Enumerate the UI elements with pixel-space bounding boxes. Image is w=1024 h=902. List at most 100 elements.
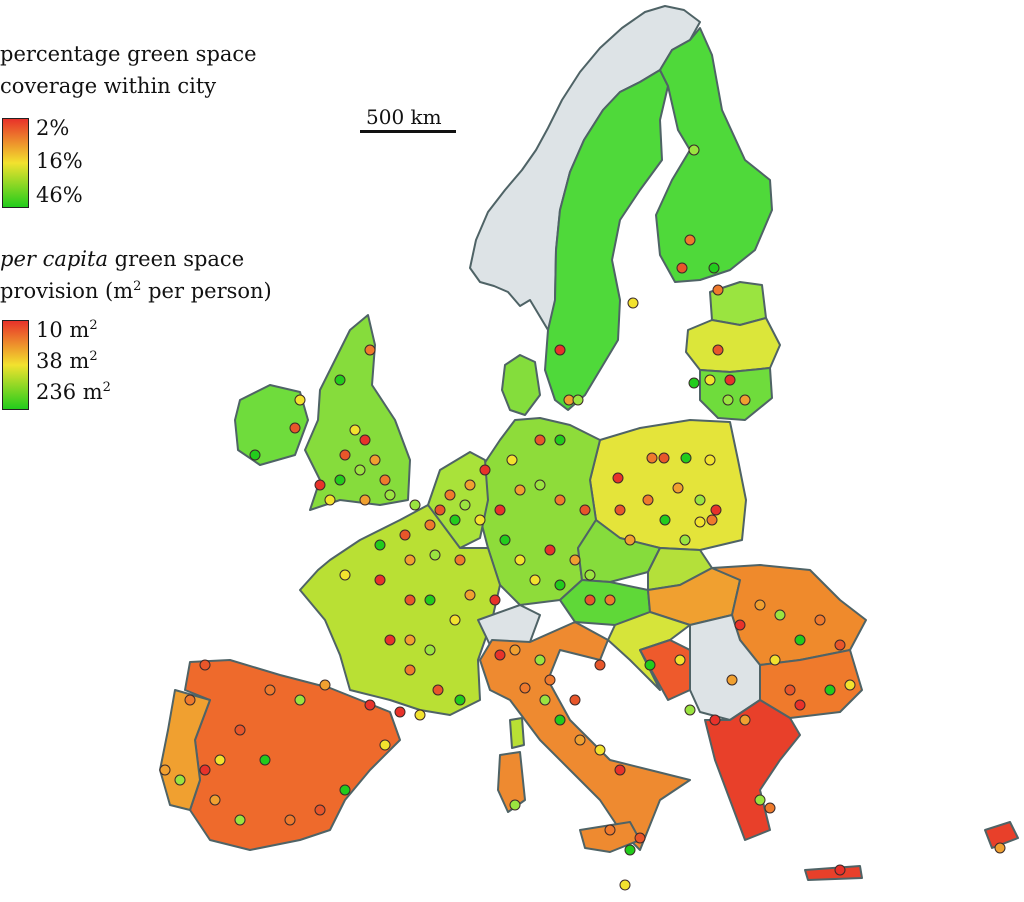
city-marker bbox=[454, 694, 466, 706]
city-marker bbox=[314, 479, 326, 491]
city-marker bbox=[489, 594, 501, 606]
city-marker bbox=[754, 599, 766, 611]
city-marker bbox=[784, 684, 796, 696]
city-marker bbox=[644, 659, 656, 671]
city-marker bbox=[554, 344, 566, 356]
city-marker bbox=[844, 679, 856, 691]
city-marker bbox=[294, 694, 306, 706]
city-marker bbox=[509, 799, 521, 811]
city-marker bbox=[429, 549, 441, 561]
city-marker bbox=[449, 614, 461, 626]
island-sicily bbox=[579, 821, 641, 853]
city-marker bbox=[572, 394, 584, 406]
city-marker bbox=[354, 464, 366, 476]
country-italy bbox=[479, 621, 691, 851]
city-marker bbox=[474, 514, 486, 526]
city-marker bbox=[579, 504, 591, 516]
legend-percapita-tick-high: 236 m2 bbox=[36, 380, 111, 404]
city-marker bbox=[688, 377, 700, 389]
city-marker bbox=[454, 554, 466, 566]
city-marker bbox=[684, 234, 696, 246]
island-corsica bbox=[509, 717, 525, 749]
city-marker bbox=[432, 684, 444, 696]
country-portugal bbox=[159, 689, 211, 811]
city-marker bbox=[684, 704, 696, 716]
city-marker bbox=[734, 619, 746, 631]
city-marker bbox=[722, 394, 734, 406]
island-cyprus bbox=[984, 821, 1019, 849]
city-marker bbox=[384, 634, 396, 646]
country-finland bbox=[655, 27, 773, 283]
city-marker bbox=[834, 864, 846, 876]
city-marker bbox=[794, 634, 806, 646]
city-marker bbox=[624, 844, 636, 856]
city-marker bbox=[424, 519, 436, 531]
city-marker bbox=[658, 452, 670, 464]
legend-coverage-tick-low: 2% bbox=[36, 116, 70, 140]
city-marker bbox=[414, 709, 426, 721]
city-marker bbox=[339, 449, 351, 461]
city-marker bbox=[409, 499, 421, 511]
city-marker bbox=[314, 804, 326, 816]
legend-percapita-tick-mid-sup: 2 bbox=[89, 349, 98, 364]
city-marker bbox=[584, 569, 596, 581]
city-marker bbox=[754, 794, 766, 806]
city-marker bbox=[619, 879, 631, 891]
city-marker bbox=[214, 754, 226, 766]
city-marker bbox=[604, 594, 616, 606]
city-marker bbox=[554, 434, 566, 446]
city-marker bbox=[676, 262, 688, 274]
city-marker bbox=[199, 764, 211, 776]
country-lithuania bbox=[699, 367, 773, 421]
city-marker bbox=[612, 472, 624, 484]
city-marker bbox=[399, 529, 411, 541]
city-marker bbox=[694, 516, 706, 528]
city-marker bbox=[634, 832, 646, 844]
city-marker bbox=[424, 644, 436, 656]
city-marker bbox=[994, 842, 1006, 854]
city-marker bbox=[506, 454, 518, 466]
country-greece bbox=[704, 699, 801, 841]
city-marker bbox=[159, 764, 171, 776]
city-markers bbox=[159, 144, 1006, 891]
city-marker bbox=[464, 589, 476, 601]
legend-percapita-tick-low: 10 m2 bbox=[36, 318, 98, 342]
legend-percapita-tick-high-num: 236 m bbox=[36, 380, 103, 404]
legend-coverage-colorbar bbox=[2, 118, 29, 208]
city-marker bbox=[704, 454, 716, 466]
city-marker bbox=[712, 344, 724, 356]
city-marker bbox=[594, 744, 606, 756]
city-marker bbox=[624, 534, 636, 546]
city-marker bbox=[379, 739, 391, 751]
city-marker bbox=[659, 514, 671, 526]
city-marker bbox=[339, 784, 351, 796]
city-marker bbox=[614, 504, 626, 516]
city-marker bbox=[774, 609, 786, 621]
city-marker bbox=[464, 479, 476, 491]
scale-bar bbox=[360, 130, 456, 133]
legend-percapita-title-line2: provision (m2 per person) bbox=[0, 275, 272, 307]
city-marker bbox=[614, 764, 626, 776]
city-marker bbox=[569, 554, 581, 566]
legend-percapita-title-post: per person) bbox=[141, 279, 272, 303]
country-latvia bbox=[685, 317, 781, 373]
legend-percapita-title-rest: green space bbox=[107, 247, 245, 271]
city-marker bbox=[646, 452, 658, 464]
city-marker bbox=[834, 639, 846, 651]
city-marker bbox=[424, 594, 436, 606]
city-marker bbox=[209, 794, 221, 806]
city-marker bbox=[529, 574, 541, 586]
city-marker bbox=[544, 674, 556, 686]
legend-coverage-tick-mid: 16% bbox=[36, 149, 83, 173]
city-marker bbox=[479, 464, 491, 476]
city-marker bbox=[712, 284, 724, 296]
city-marker bbox=[264, 684, 276, 696]
city-marker bbox=[174, 774, 186, 786]
city-marker bbox=[694, 494, 706, 506]
city-marker bbox=[584, 594, 596, 606]
city-marker bbox=[259, 754, 271, 766]
city-marker bbox=[519, 682, 531, 694]
country-ireland bbox=[234, 384, 309, 466]
